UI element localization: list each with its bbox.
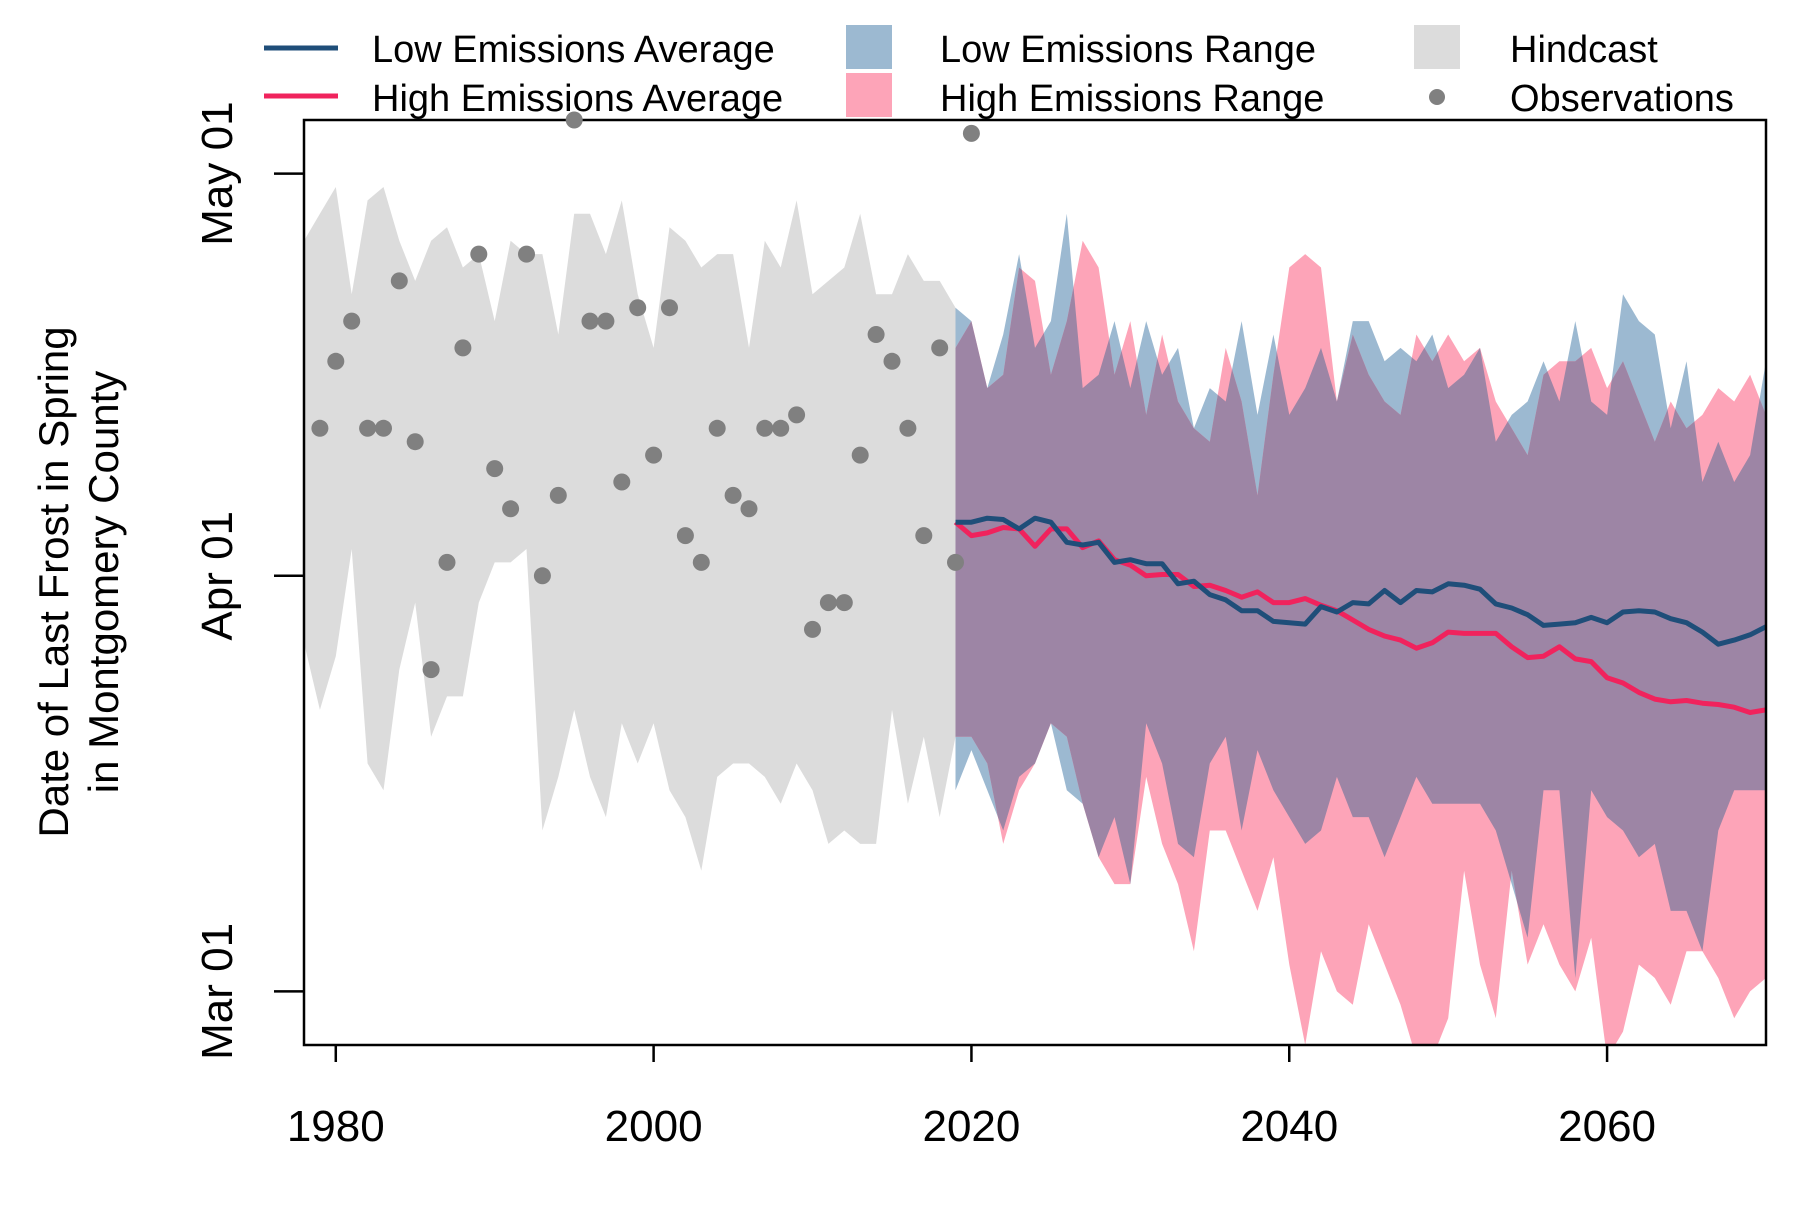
observation-point [645, 446, 663, 464]
observation-point [454, 339, 472, 357]
legend-label-observations: Observations [1510, 78, 1734, 120]
hindcast-band [304, 187, 956, 871]
observation-point [581, 312, 599, 330]
observation-point [835, 594, 853, 612]
observation-point [661, 299, 678, 317]
legend-label-low-average: Low Emissions Average [372, 29, 775, 71]
legend: Low Emissions Average High Emissions Ave… [264, 25, 1734, 120]
observation-point [390, 272, 408, 290]
emission-ranges [955, 213, 1766, 1045]
observation-point [597, 312, 615, 330]
observation-points [311, 111, 980, 679]
observation-point [724, 486, 742, 504]
x-tick-label: 2020 [922, 1102, 1020, 1151]
observation-point [470, 245, 488, 263]
observation-point [708, 419, 726, 437]
observation-point [565, 111, 583, 129]
observation-point [883, 352, 901, 370]
observation-point [676, 527, 694, 545]
observation-point [613, 473, 631, 491]
observation-point [518, 245, 535, 263]
data-layer [304, 187, 1766, 1045]
observation-point [931, 339, 949, 357]
legend-swatch-observations [1429, 89, 1445, 105]
observation-point [804, 620, 821, 638]
observation-point [819, 594, 837, 612]
low-emissions-average-line [955, 515, 1766, 647]
x-tick-label: 2060 [1558, 1102, 1656, 1151]
observation-point [327, 352, 345, 370]
legend-label-hindcast: Hindcast [1510, 29, 1658, 71]
observation-point [867, 326, 885, 343]
x-axis: 1980 2000 2020 2040 2060 [287, 1045, 1656, 1151]
x-tick-label: 2040 [1240, 1102, 1338, 1151]
y-axis: Mar 01 Apr 01 May 01 [193, 101, 304, 1060]
observation-point [406, 433, 424, 451]
legend-swatch-high-range [846, 73, 892, 117]
y-axis-title-line-2: in Montgomery County [80, 371, 127, 794]
legend-swatch-hindcast [1414, 25, 1460, 69]
observation-point [438, 553, 456, 571]
y-tick-label: May 01 [193, 101, 242, 245]
observation-point [692, 553, 710, 571]
observation-point [962, 124, 980, 142]
observation-point [947, 553, 964, 571]
observation-point [915, 527, 933, 545]
legend-label-high-range: High Emissions Range [940, 78, 1324, 120]
observation-point [899, 419, 917, 437]
observation-point [549, 486, 567, 504]
observation-point [533, 567, 551, 585]
x-tick-label: 1980 [287, 1102, 385, 1151]
observation-point [375, 419, 392, 437]
observation-point [788, 406, 806, 424]
observation-point [486, 460, 504, 478]
observation-point [740, 500, 758, 518]
observation-point [851, 446, 869, 464]
observation-point [772, 419, 790, 437]
observation-point [343, 312, 361, 330]
legend-swatch-low-range [846, 25, 892, 69]
plot-frame [302, 118, 1768, 1047]
observation-point [311, 419, 329, 437]
observation-point [756, 419, 774, 437]
y-tick-label: Apr 01 [193, 511, 242, 641]
y-tick-label: Mar 01 [193, 923, 242, 1060]
observation-point [359, 419, 377, 437]
observation-point [629, 299, 647, 317]
y-axis-title-line-1: Date of Last Frost in Spring [30, 326, 77, 837]
y-axis-title: Date of Last Frost in Spring in Montgome… [30, 326, 127, 837]
x-tick-label: 2000 [605, 1102, 703, 1151]
observation-point [502, 500, 520, 518]
legend-label-low-range: Low Emissions Range [940, 29, 1316, 71]
observation-point [422, 661, 440, 679]
